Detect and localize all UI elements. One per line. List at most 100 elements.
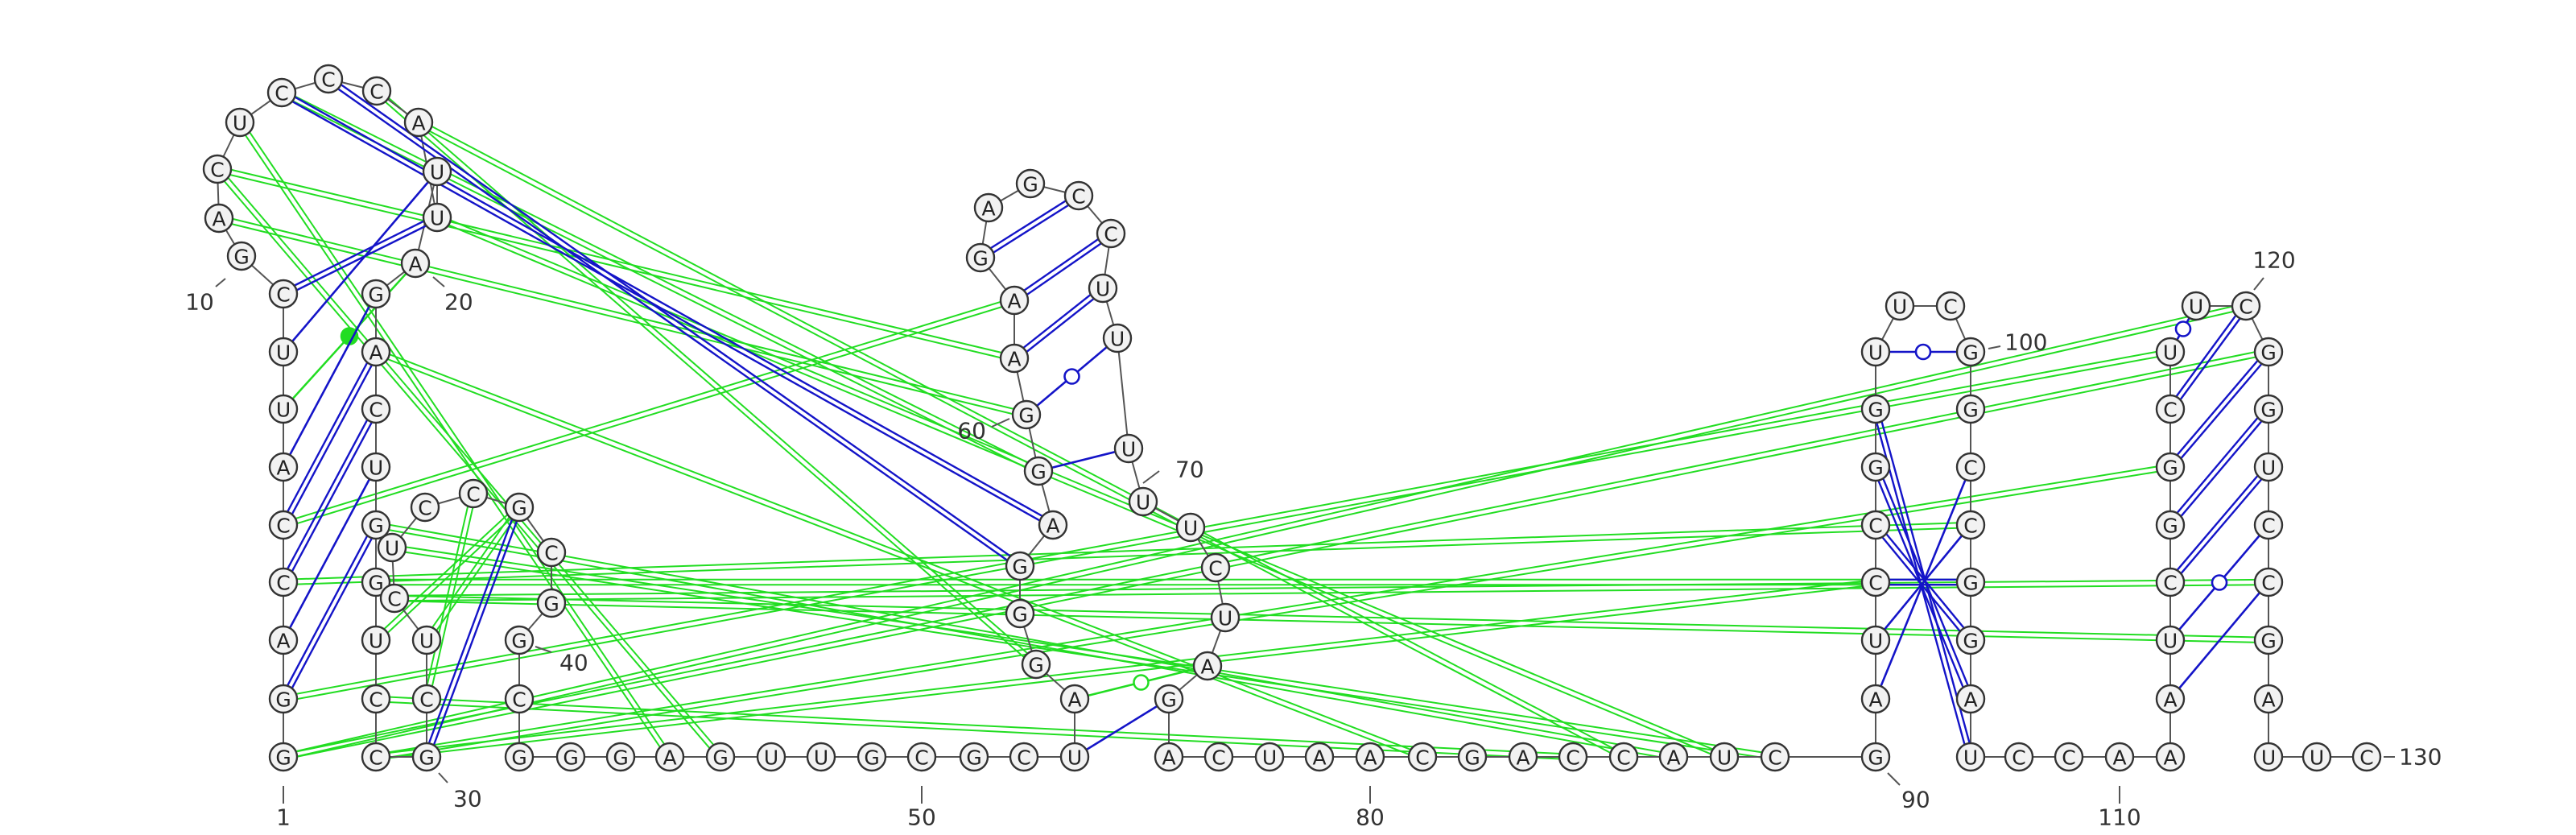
backbone-segment [1117,337,1129,449]
nucleotide: C [361,684,391,714]
position-label: 130 [2399,744,2442,771]
nucleotide-circle [1192,651,1223,681]
nucleotide: A [1154,742,1184,772]
nucleotide-circle [2351,742,2382,772]
nucleotide-letter: C [914,746,928,770]
nucleotide-circle [1558,742,1588,772]
nucleotide-circle [1885,291,1915,321]
nucleotide-circle [1203,742,1234,772]
nucleotide-letter: U [1183,517,1198,540]
nucleotide-letter: G [511,630,526,653]
nucleotide: G [2155,452,2186,482]
nucleotide-letter: C [1868,515,1882,538]
nucleotide: C [504,684,535,714]
gc-pair-line [282,214,437,293]
nucleotide-circle [1154,742,1184,772]
nucleotide-circle [2231,291,2261,321]
nucleotide-circle [1102,323,1133,353]
tertiary-interaction-line [374,92,1035,668]
nucleotide-letter: U [276,399,291,422]
nucleotide-letter: U [2261,457,2276,480]
position-label: 100 [2004,329,2047,356]
nucleotide: U [806,742,836,772]
position-tick [991,418,1010,428]
nucleotide-circle [1860,510,1891,540]
nucleotide-circle [225,107,255,138]
nucleotide-circle [2253,625,2284,655]
nucleotide-letter: A [2163,688,2177,712]
nucleotide: A [1304,742,1335,772]
nucleotide-letter: U [233,112,247,135]
nucleotide-letter: G [1012,603,1027,626]
nucleotide-letter: U [1717,746,1732,770]
tertiary-interaction-line [377,508,522,643]
nucleotide: G [1860,742,1891,772]
tertiary-interaction-line [376,521,1674,755]
gc-pair-line [284,525,379,701]
nucleotide-circle [1005,598,1035,629]
nucleotide-letter: U [1121,438,1136,461]
gc-pair-line [284,409,379,585]
tertiary-interaction-line [218,220,1026,419]
nucleotide: A [400,248,431,279]
nucleotide-circle [377,532,407,563]
gc-pair-line [282,89,1055,524]
nucleotide: A [361,337,391,367]
nucleotide: U [1128,486,1158,517]
nucleotide-letter: A [1162,746,1175,770]
nucleotide-letter: C [1212,746,1225,770]
nucleotide-letter: U [369,630,383,653]
position-label: 50 [907,804,936,831]
nucleotide-letter: C [1943,296,1957,319]
nucleotide-circle [1023,456,1054,486]
nucleotide-letter: G [563,746,578,770]
gc-pair-line [2167,465,2268,581]
nucleotide-circle [1015,168,1046,199]
nucleotide-circle [1955,742,1986,772]
nucleotide-circle [1709,742,1740,772]
nucleotide-circle [202,154,233,184]
gc-pair-line [1012,285,1102,358]
tertiary-interaction-line [283,348,2170,697]
nucleotide: G [1011,399,1042,430]
nucleotide: U [1955,742,1986,772]
tertiary-open-circle-symbol [1133,674,1150,691]
nucleotide: G [1154,684,1184,714]
nucleotide: U [1254,742,1285,772]
gc-pair-line [280,349,375,525]
nucleotide-letter: A [1666,746,1680,770]
nucleotide-circle [361,567,391,597]
position-label: 60 [957,418,986,444]
nucleotide-circle [1457,742,1488,772]
nucleotide-circle [268,510,299,540]
nucleotide: G [361,279,391,309]
nucleotide: U [411,625,442,655]
nucleotide-letter: U [385,537,399,560]
nucleotide: C [266,77,297,108]
nucleotide-circle [313,64,344,94]
gc-pair-line [2171,410,2272,527]
nucleotide-letter: G [1018,404,1034,428]
nucleotide-circle [1059,684,1090,714]
nucleotide-circle [2155,742,2186,772]
nucleotide: C [361,742,391,772]
nucleotide-circle [1254,742,1285,772]
nucleotide: G [605,742,636,772]
nucleotide-circle [1096,218,1126,249]
nucleotide-circle [1128,486,1158,517]
nucleotide: G [1955,394,1986,424]
nucleotide-letter: A [369,341,382,365]
tertiary-interaction-line [283,302,1016,529]
nucleotide-letter: A [1312,746,1326,770]
nucleotide-letter: U [369,457,383,480]
nucleotide: C [458,478,489,509]
nucleotide: C [2253,567,2284,597]
tertiary-interaction-line [376,584,1876,761]
nucleotide-circle [2155,452,2186,482]
nucleotide-letter: U [2261,746,2276,770]
nucleotide: U [1860,625,1891,655]
nucleotide: U [1175,512,1206,543]
nucleotide-letter: G [1012,556,1027,579]
nucleotide: A [999,285,1030,316]
